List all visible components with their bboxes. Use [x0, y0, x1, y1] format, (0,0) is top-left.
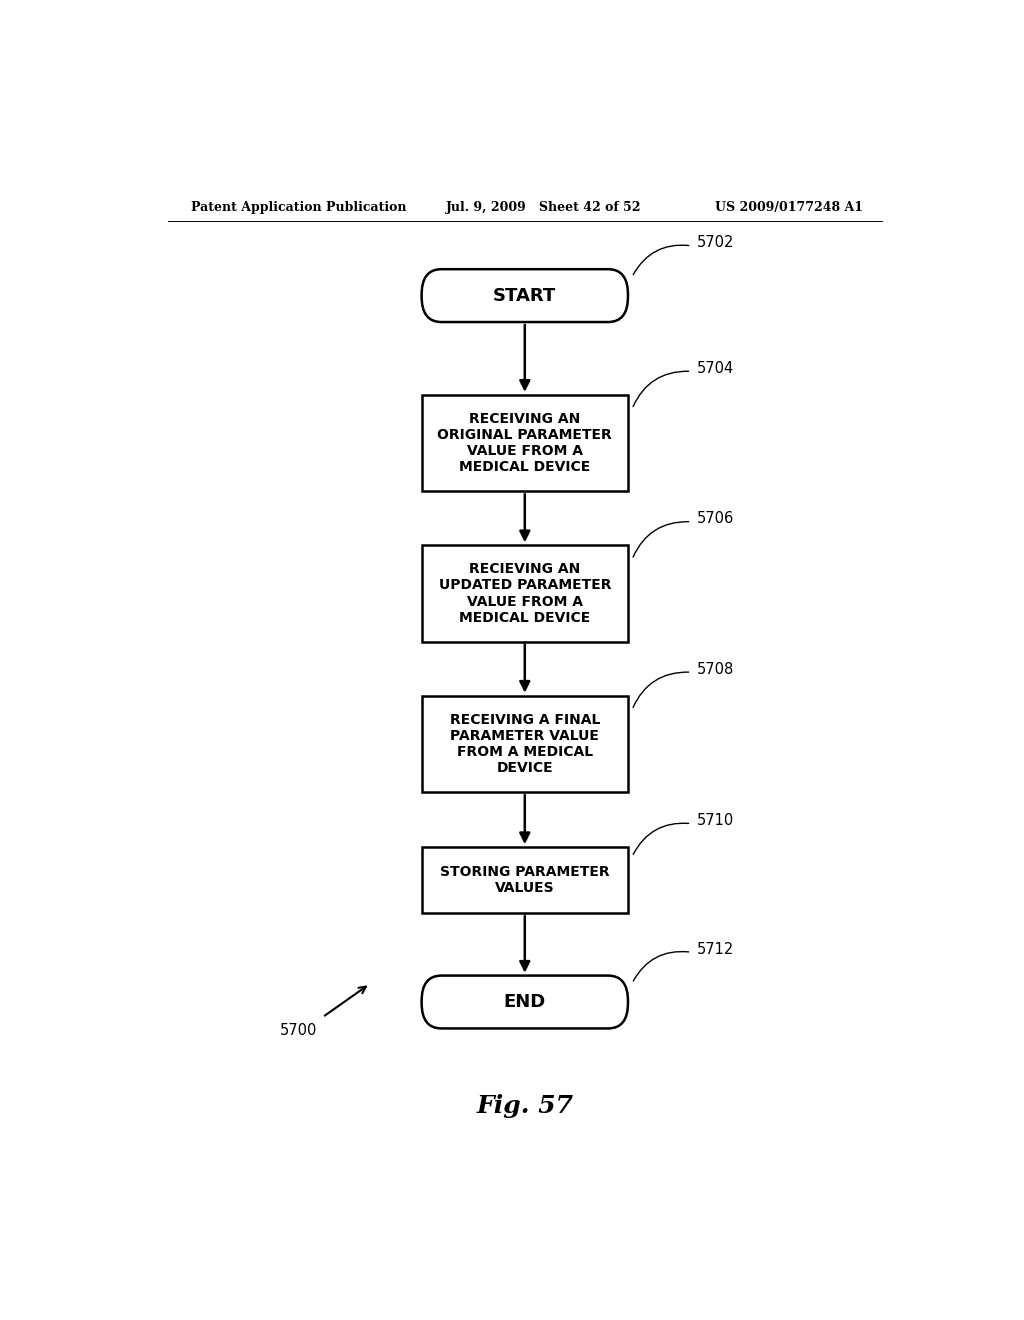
- FancyBboxPatch shape: [422, 269, 628, 322]
- Text: 5700: 5700: [280, 1023, 317, 1038]
- FancyBboxPatch shape: [422, 395, 628, 491]
- Text: 5702: 5702: [697, 235, 734, 251]
- Text: STORING PARAMETER
VALUES: STORING PARAMETER VALUES: [440, 865, 609, 895]
- Text: 5708: 5708: [697, 661, 734, 677]
- Text: Jul. 9, 2009   Sheet 42 of 52: Jul. 9, 2009 Sheet 42 of 52: [445, 201, 641, 214]
- Text: Patent Application Publication: Patent Application Publication: [191, 201, 407, 214]
- Text: Fig. 57: Fig. 57: [476, 1094, 573, 1118]
- Text: 5712: 5712: [697, 941, 734, 957]
- Text: RECIEVING AN
UPDATED PARAMETER
VALUE FROM A
MEDICAL DEVICE: RECIEVING AN UPDATED PARAMETER VALUE FRO…: [438, 562, 611, 624]
- Text: US 2009/0177248 A1: US 2009/0177248 A1: [715, 201, 863, 214]
- Text: 5710: 5710: [697, 813, 734, 828]
- FancyBboxPatch shape: [422, 545, 628, 642]
- Text: RECEIVING A FINAL
PARAMETER VALUE
FROM A MEDICAL
DEVICE: RECEIVING A FINAL PARAMETER VALUE FROM A…: [450, 713, 600, 775]
- Text: END: END: [504, 993, 546, 1011]
- FancyBboxPatch shape: [422, 975, 628, 1028]
- Text: 5704: 5704: [697, 360, 734, 376]
- FancyBboxPatch shape: [422, 847, 628, 913]
- Text: 5706: 5706: [697, 511, 734, 527]
- Text: START: START: [494, 286, 556, 305]
- Text: RECEIVING AN
ORIGINAL PARAMETER
VALUE FROM A
MEDICAL DEVICE: RECEIVING AN ORIGINAL PARAMETER VALUE FR…: [437, 412, 612, 474]
- FancyBboxPatch shape: [422, 696, 628, 792]
